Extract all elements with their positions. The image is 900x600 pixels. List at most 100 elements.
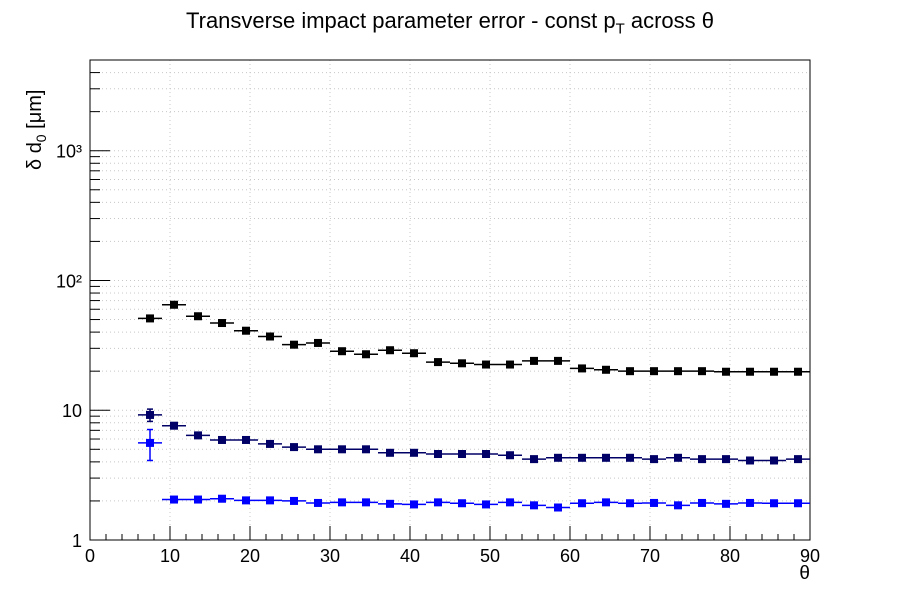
- data-point: [554, 356, 562, 365]
- data-point: [506, 360, 514, 369]
- y-tick-label: 10³: [56, 142, 82, 162]
- data-point: [650, 455, 658, 464]
- data-point: [386, 448, 394, 457]
- x-tick-label: 40: [400, 546, 420, 566]
- plot-frame: [89, 59, 811, 541]
- x-tick-label: 80: [720, 546, 740, 566]
- data-point: [650, 367, 658, 376]
- y-tick-label: 1: [72, 531, 82, 551]
- data-point: [434, 358, 442, 367]
- data-point: [458, 499, 466, 508]
- data-point: [602, 453, 610, 462]
- data-point: [770, 456, 778, 465]
- data-point: [482, 449, 490, 458]
- data-point: [482, 500, 490, 509]
- data-point: [722, 367, 730, 376]
- data-point: [362, 445, 370, 454]
- x-axis-label: θ: [799, 563, 810, 584]
- data-point: [170, 300, 178, 309]
- data-point: [146, 410, 154, 419]
- data-point: [362, 350, 370, 359]
- data-point: [410, 448, 418, 457]
- data-point: [434, 449, 442, 458]
- data-point: [194, 431, 202, 440]
- data-point: [698, 455, 706, 464]
- data-point: [386, 499, 394, 508]
- data-point: [602, 498, 610, 507]
- data-point: [770, 499, 778, 508]
- x-tick-label: 60: [560, 546, 580, 566]
- data-point: [242, 435, 250, 444]
- data-point: [242, 496, 250, 505]
- data-point: [290, 496, 298, 505]
- data-point: [482, 360, 490, 369]
- data-point: [650, 498, 658, 507]
- data-point: [410, 500, 418, 509]
- data-point: [314, 338, 322, 347]
- data-point: [530, 356, 538, 365]
- data-point: [578, 499, 586, 508]
- data-point: [218, 319, 226, 328]
- data-point: [314, 498, 322, 507]
- data-point: [674, 367, 682, 376]
- data-point: [578, 453, 586, 462]
- data-point: [746, 367, 754, 376]
- title-text: Transverse impact parameter error - cons…: [186, 8, 616, 33]
- data-point: [338, 498, 346, 507]
- data-point: [674, 501, 682, 510]
- data-point: [266, 439, 274, 448]
- data-point: [170, 495, 178, 504]
- data-point: [338, 347, 346, 356]
- data-point: [722, 455, 730, 464]
- data-point: [434, 498, 442, 507]
- data-point: [266, 496, 274, 505]
- data-point: [362, 498, 370, 507]
- data-point: [410, 349, 418, 358]
- data-point: [554, 453, 562, 462]
- data-point: [626, 499, 634, 508]
- data-point: [218, 435, 226, 444]
- y-tick-label: 10: [62, 401, 82, 421]
- data-point: [386, 346, 394, 355]
- data-point: [698, 367, 706, 376]
- data-point: [506, 451, 514, 460]
- data-point: [290, 443, 298, 452]
- chart-title: Transverse impact parameter error - cons…: [0, 8, 900, 37]
- title-suffix: across θ: [624, 8, 714, 33]
- y-tick-label: 10²: [56, 271, 82, 291]
- data-point: [242, 326, 250, 335]
- data-point: [794, 455, 802, 464]
- data-point: [746, 456, 754, 465]
- data-point: [146, 314, 154, 323]
- x-tick-label: 0: [85, 546, 95, 566]
- data-point: [194, 495, 202, 504]
- data-point: [794, 367, 802, 376]
- data-point: [218, 494, 226, 503]
- data-point: [530, 455, 538, 464]
- data-point: [290, 340, 298, 349]
- data-point: [314, 445, 322, 454]
- data-point: [458, 449, 466, 458]
- x-tick-label: 20: [240, 546, 260, 566]
- data-point: [266, 332, 274, 341]
- data-point: [746, 498, 754, 507]
- x-tick-label: 10: [160, 546, 180, 566]
- data-point: [146, 438, 154, 447]
- data-point: [338, 445, 346, 454]
- data-point: [626, 367, 634, 376]
- data-point: [626, 453, 634, 462]
- x-tick-label: 50: [480, 546, 500, 566]
- data-point: [602, 365, 610, 374]
- data-point: [506, 498, 514, 507]
- data-point: [794, 499, 802, 508]
- data-point: [554, 503, 562, 512]
- title-subscript: T: [615, 20, 625, 38]
- x-tick-label: 70: [640, 546, 660, 566]
- data-point: [458, 359, 466, 368]
- data-point: [770, 367, 778, 376]
- data-point: [722, 499, 730, 508]
- data-point: [530, 501, 538, 510]
- data-point: [698, 498, 706, 507]
